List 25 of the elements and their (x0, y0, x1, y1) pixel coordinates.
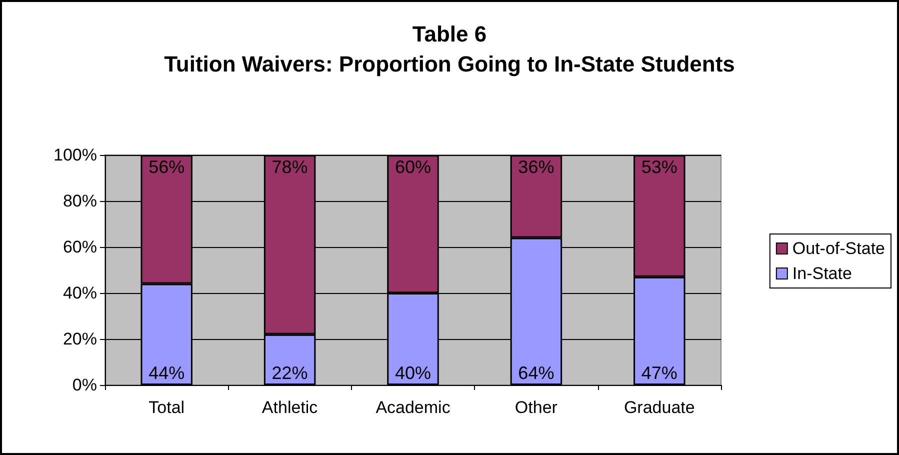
y-tick-label: 60% (62, 238, 97, 256)
y-tick-label: 100% (54, 146, 97, 164)
data-label: 22% (272, 363, 308, 383)
data-label: 56% (148, 157, 185, 177)
data-label: 40% (394, 363, 432, 383)
data-label: 64% (518, 363, 554, 383)
data-label: 60% (394, 157, 432, 177)
legend-label: Out-of-State (792, 239, 886, 258)
x-tick-label: Academic (376, 398, 451, 417)
y-tick-label: 80% (62, 192, 97, 210)
y-tick-label: 0% (72, 376, 97, 394)
chart-title: Table 6 (412, 22, 487, 46)
legend-label: In-State (792, 264, 852, 283)
x-tick-label: Athletic (262, 398, 318, 417)
x-tick-label: Graduate (624, 398, 695, 417)
data-label: 78% (272, 157, 308, 177)
y-tick-label: 40% (62, 284, 97, 302)
x-tick-label: Total (148, 398, 185, 417)
chart-subtitle: Tuition Waivers: Proportion Going to In-State Students (164, 52, 735, 76)
data-label: 47% (641, 363, 678, 383)
x-tick-label: Other (514, 398, 558, 417)
y-tick-label: 20% (62, 330, 97, 348)
data-label: 53% (641, 157, 678, 177)
data-label: 36% (518, 157, 554, 177)
data-label: 44% (148, 363, 185, 383)
